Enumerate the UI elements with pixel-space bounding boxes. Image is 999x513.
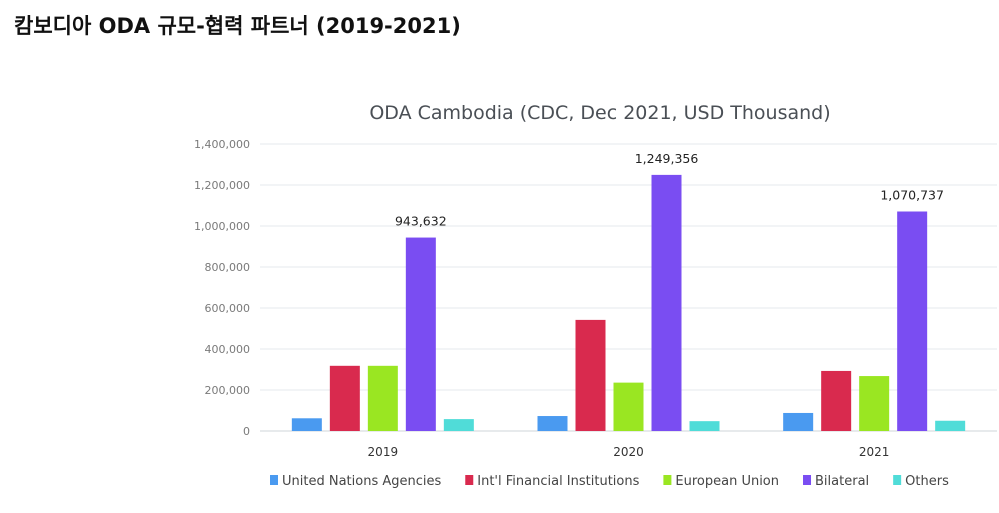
bar [689, 421, 720, 431]
bar [651, 174, 682, 431]
x-axis: 2019 2020 2021 [368, 445, 890, 459]
legend-item[interactable]: European Union [663, 474, 779, 489]
y-tick-label: 600,000 [205, 302, 251, 315]
bar [859, 376, 890, 431]
bar [821, 370, 852, 431]
legend-swatch [270, 475, 278, 485]
page-title: 캄보디아 ODA 규모-협력 파트너 (2019-2021) [14, 14, 461, 38]
legend-label: Others [905, 474, 949, 489]
data-label: 943,632 [395, 214, 447, 229]
y-tick-label: 1,400,000 [194, 138, 250, 151]
bar [537, 416, 568, 431]
y-tick-label: 800,000 [205, 261, 251, 274]
y-tick-label: 1,000,000 [194, 220, 250, 233]
bar [575, 319, 606, 431]
legend-swatch [803, 475, 812, 485]
data-label: 1,249,356 [635, 151, 699, 166]
legend-item[interactable]: Bilateral [803, 474, 869, 489]
legend-label: Int'l Financial Institutions [477, 474, 639, 489]
legend-label: European Union [675, 474, 779, 489]
legend-item[interactable]: Int'l Financial Institutions [465, 474, 640, 489]
bar [291, 418, 322, 431]
x-tick-label: 2020 [613, 445, 644, 459]
bar [897, 211, 928, 431]
legend-item[interactable]: Others [893, 474, 949, 489]
bar [367, 365, 398, 431]
bar [783, 412, 814, 431]
bar [935, 420, 966, 431]
y-tick-label: 0 [243, 425, 250, 438]
bars: 943,632 1,249,356 1,070,737 [291, 151, 966, 431]
x-tick-label: 2019 [368, 445, 399, 459]
legend-swatch [465, 475, 474, 485]
x-tick-label: 2021 [859, 445, 890, 459]
bar [613, 382, 644, 431]
bar [443, 419, 474, 431]
bar [405, 237, 436, 431]
bar [329, 365, 360, 431]
y-tick-label: 1,200,000 [194, 179, 250, 192]
legend-label: United Nations Agencies [282, 474, 441, 489]
legend-item[interactable]: United Nations Agencies [270, 474, 441, 489]
chart-title: ODA Cambodia (CDC, Dec 2021, USD Thousan… [369, 102, 830, 124]
legend-swatch [893, 475, 902, 485]
legend: United Nations Agencies Int'l Financial I… [270, 474, 949, 489]
data-label: 1,070,737 [880, 187, 944, 202]
legend-label: Bilateral [815, 474, 869, 489]
legend-swatch [663, 475, 672, 485]
y-axis: 0 200,000 400,000 600,000 800,000 1,000,000 1,… [194, 138, 250, 438]
y-tick-label: 200,000 [205, 384, 251, 397]
y-tick-label: 400,000 [205, 343, 251, 356]
